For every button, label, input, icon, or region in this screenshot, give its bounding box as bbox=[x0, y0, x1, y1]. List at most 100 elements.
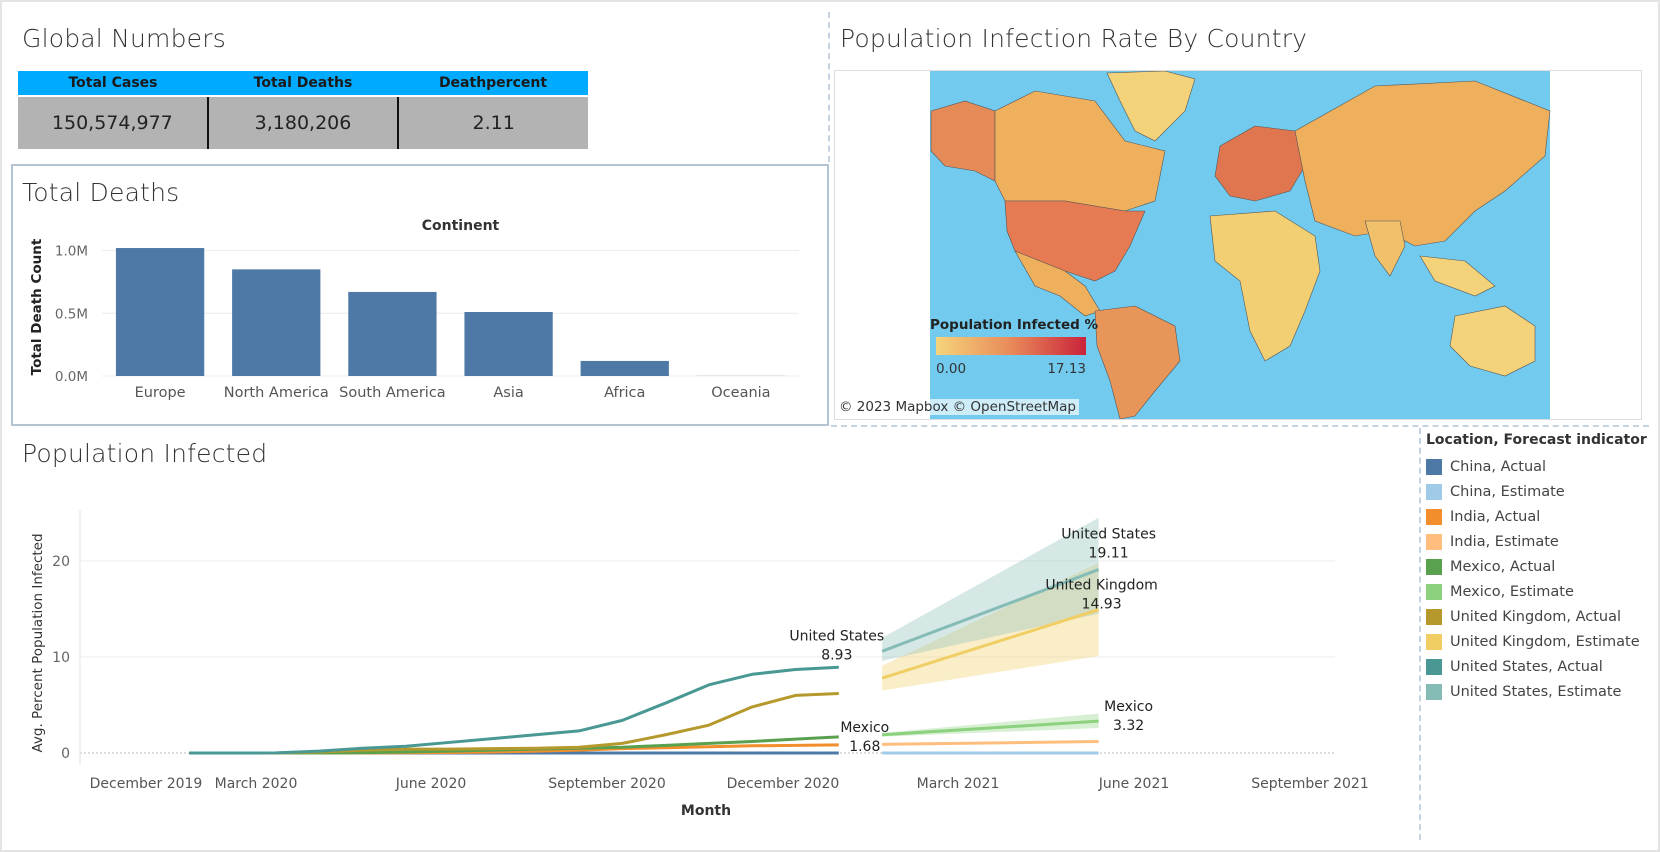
x-tick-label: September 2021 bbox=[1251, 776, 1368, 792]
legend-swatch bbox=[1426, 558, 1442, 575]
series-line bbox=[189, 691, 839, 755]
legend-swatch bbox=[1426, 683, 1442, 700]
forecast-legend: Location, Forecast indicator China, Actu… bbox=[1426, 432, 1658, 704]
forecast-line bbox=[882, 739, 1099, 746]
vertical-separator-top bbox=[828, 12, 830, 162]
legend-item[interactable]: United Kingdom, Estimate bbox=[1426, 629, 1658, 654]
header-total-deaths: Total Deaths bbox=[253, 75, 353, 91]
forecast-line bbox=[881, 608, 1100, 680]
legend-label: Mexico, Estimate bbox=[1450, 583, 1574, 600]
greenland-shape bbox=[1106, 71, 1196, 142]
legend-label: United States, Actual bbox=[1450, 658, 1603, 675]
bar bbox=[115, 248, 205, 376]
legend-item[interactable]: United States, Actual bbox=[1426, 654, 1658, 679]
map-panel[interactable]: Population Infected % 0.00 17.13 bbox=[834, 70, 1642, 420]
kpi-value-row: 150,574,977 3,180,206 2.11 bbox=[18, 97, 588, 149]
x-tick-label: North America bbox=[224, 385, 329, 401]
x-tick-label: June 2021 bbox=[1098, 776, 1170, 792]
forecast-band bbox=[882, 517, 1099, 661]
x-tick-label: December 2020 bbox=[727, 776, 840, 792]
annotation-value: 14.93 bbox=[1082, 597, 1122, 613]
series-line bbox=[189, 665, 839, 755]
bar bbox=[464, 312, 553, 376]
map-credit[interactable]: © 2023 Mapbox © OpenStreetMap bbox=[836, 399, 1079, 415]
value-deathpercent: 2.11 bbox=[472, 112, 515, 134]
annotation-value: 1.68 bbox=[849, 739, 880, 755]
annotation-label: United States bbox=[789, 628, 884, 644]
y-tick-label: 1.0M bbox=[55, 244, 88, 260]
map-title: Population Infection Rate By Country bbox=[840, 24, 1308, 53]
world-map[interactable]: Population Infected % 0.00 17.13 bbox=[835, 71, 1641, 419]
x-tick-label: Oceania bbox=[711, 385, 770, 401]
legend-item[interactable]: India, Estimate bbox=[1426, 529, 1658, 554]
annotation-value: 19.11 bbox=[1089, 546, 1129, 562]
legend-label: China, Estimate bbox=[1450, 483, 1565, 500]
legend-item[interactable]: Mexico, Actual bbox=[1426, 554, 1658, 579]
legend-label: Mexico, Actual bbox=[1450, 558, 1556, 575]
bar-chart-header: Continent bbox=[422, 218, 500, 234]
x-tick-label: March 2020 bbox=[215, 776, 298, 792]
forecast-band bbox=[882, 562, 1099, 691]
annotation-label: Mexico bbox=[840, 720, 889, 736]
y-tick-label: 0 bbox=[61, 746, 70, 762]
x-tick-label: South America bbox=[339, 385, 446, 401]
annotation-label: United States bbox=[1061, 527, 1156, 543]
legend-swatch bbox=[1426, 583, 1442, 600]
legend-swatch bbox=[1426, 608, 1442, 625]
value-total-deaths: 3,180,206 bbox=[209, 97, 400, 149]
x-tick-label: September 2020 bbox=[548, 776, 665, 792]
africa-shape bbox=[1209, 210, 1321, 362]
mexico-shape bbox=[1014, 250, 1101, 317]
x-tick-label: June 2020 bbox=[395, 776, 467, 792]
australia-shape bbox=[1449, 305, 1536, 377]
y-tick-label: 0.0M bbox=[55, 369, 88, 385]
map-legend-gradient bbox=[936, 337, 1086, 355]
y-axis-label: Avg. Percent Population Infected bbox=[30, 533, 46, 752]
horizontal-separator bbox=[831, 425, 1649, 427]
global-numbers-title: Global Numbers bbox=[22, 24, 226, 53]
legend-item[interactable]: United States, Estimate bbox=[1426, 679, 1658, 704]
annotation-value: 3.32 bbox=[1113, 718, 1144, 734]
annotation-label: United Kingdom bbox=[1045, 578, 1157, 594]
forecast-line bbox=[882, 719, 1099, 737]
southeast-asia-shape bbox=[1419, 255, 1496, 297]
legend-label: China, Actual bbox=[1450, 458, 1547, 475]
india-shape bbox=[1364, 220, 1406, 277]
legend-label: India, Estimate bbox=[1450, 533, 1559, 550]
asia-shape bbox=[1294, 80, 1551, 247]
legend-label: United Kingdom, Actual bbox=[1450, 608, 1622, 625]
legend-title: Location, Forecast indicator bbox=[1426, 432, 1647, 448]
y-tick-label: 0.5M bbox=[55, 306, 88, 322]
legend-swatch bbox=[1426, 658, 1442, 675]
global-numbers-table: Total Cases Total Deaths Deathpercent 15… bbox=[18, 71, 588, 149]
legend-item[interactable]: Mexico, Estimate bbox=[1426, 579, 1658, 604]
legend-item[interactable]: India, Actual bbox=[1426, 504, 1658, 529]
x-axis-label: Month bbox=[681, 803, 731, 819]
x-tick-label: Asia bbox=[493, 385, 523, 401]
kpi-header-row: Total Cases Total Deaths Deathpercent bbox=[18, 71, 588, 95]
alaska-shape bbox=[930, 100, 996, 182]
x-tick-label: Europe bbox=[135, 385, 186, 401]
legend-item[interactable]: China, Actual bbox=[1426, 454, 1658, 479]
total-deaths-bar-chart: Continent 0.0M 0.5M 1.0M Total Death Count Eu… bbox=[29, 218, 799, 401]
legend-items: China, Actual China, Estimate India, Actua… bbox=[1426, 454, 1658, 704]
value-total-cases: 150,574,977 bbox=[18, 97, 209, 149]
legend-label: United Kingdom, Estimate bbox=[1450, 633, 1640, 650]
x-tick-label: March 2021 bbox=[917, 776, 1000, 792]
y-tick-label: 10 bbox=[52, 650, 70, 666]
legend-label: United States, Estimate bbox=[1450, 683, 1622, 700]
annotation-label: Mexico bbox=[1104, 699, 1153, 715]
legend-item[interactable]: United Kingdom, Actual bbox=[1426, 604, 1658, 629]
annotation-value: 8.93 bbox=[821, 647, 852, 663]
population-infected-line-chart: 0 10 20 Avg. Percent Population Infected Mon… bbox=[30, 510, 1369, 819]
legend-swatch bbox=[1426, 458, 1442, 475]
legend-swatch bbox=[1426, 508, 1442, 525]
map-legend-min: 0.00 bbox=[936, 361, 966, 377]
legend-label: India, Actual bbox=[1450, 508, 1541, 525]
legend-item[interactable]: China, Estimate bbox=[1426, 479, 1658, 504]
y-tick-label: 20 bbox=[52, 554, 70, 570]
canada-shape bbox=[994, 90, 1166, 212]
header-total-cases: Total Cases bbox=[68, 75, 158, 91]
total-deaths-title: Total Deaths bbox=[22, 178, 180, 207]
